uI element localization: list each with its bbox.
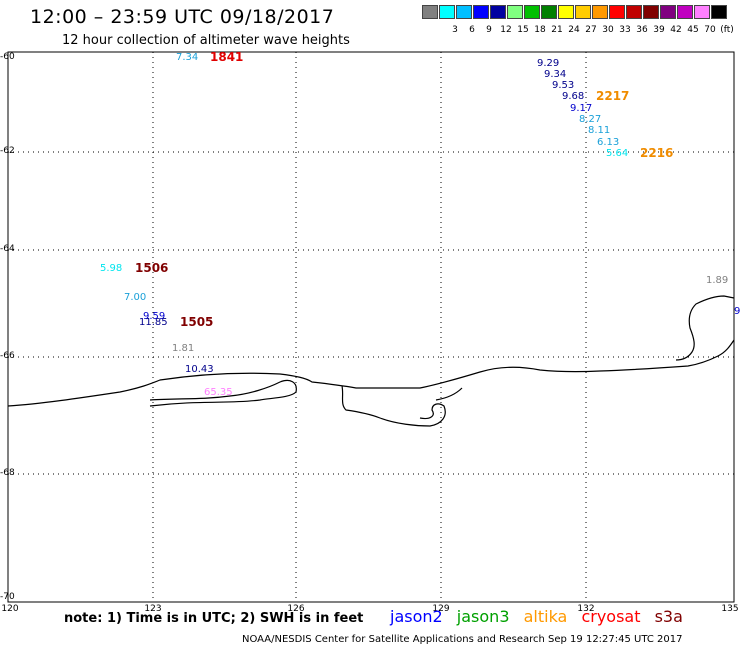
- color-swatch: [558, 5, 574, 19]
- satellite-name: jason2: [390, 607, 443, 626]
- color-swatch: [643, 5, 659, 19]
- satellite-name: altika: [523, 607, 568, 626]
- pass-time-label: 1506: [135, 261, 169, 275]
- color-swatch-label: 3: [452, 25, 458, 35]
- wave-height-reading: 7.34: [176, 52, 199, 63]
- color-swatch: [541, 5, 557, 19]
- color-swatch-label: 33: [619, 25, 631, 35]
- color-swatch: [660, 5, 676, 19]
- color-swatch: [456, 5, 472, 19]
- wave-height-reading: 10.43: [185, 364, 214, 375]
- lat-label: -64: [0, 244, 15, 254]
- wave-height-reading: 5.64: [606, 148, 629, 159]
- lon-label: 135: [721, 604, 739, 614]
- satellite-name: jason3: [456, 607, 510, 626]
- color-swatch: [473, 5, 489, 19]
- wave-height-reading: 9.53: [552, 80, 575, 91]
- antarctic-coastline: [7, 295, 735, 427]
- color-swatch: [490, 5, 506, 19]
- lat-label: -66: [0, 351, 15, 361]
- lon-label: 129: [432, 604, 450, 614]
- color-swatch-label: 18: [534, 25, 546, 35]
- color-swatch: [592, 5, 608, 19]
- color-swatch: [609, 5, 625, 19]
- credit-line: NOAA/NESDIS Center for Satellite Applica…: [242, 634, 683, 645]
- color-swatch-label: 39: [653, 25, 665, 35]
- page-title: 12:00 – 23:59 UTC 09/18/2017: [30, 6, 335, 28]
- color-swatch: [524, 5, 540, 19]
- lat-label: -62: [0, 146, 15, 156]
- satellite-name: cryosat: [581, 607, 641, 626]
- lat-label: -60: [0, 52, 15, 62]
- color-swatch-label: 30: [602, 25, 614, 35]
- wave-height-reading: 65.35: [204, 387, 233, 398]
- color-swatch-label: (ft): [720, 25, 734, 35]
- pass-time-label: 2217: [596, 89, 630, 103]
- lat-label: -68: [0, 468, 15, 478]
- color-swatch: [711, 5, 727, 19]
- wave-height-reading: 9.17: [570, 103, 593, 114]
- color-swatch: [422, 5, 438, 19]
- color-swatch: [694, 5, 710, 19]
- pass-time-label: 2216: [640, 146, 674, 160]
- wave-height-reading: 8.11: [588, 125, 611, 136]
- pass-time-label: 1505: [180, 315, 214, 329]
- map-gridlines: [8, 52, 734, 602]
- satellite-legend: jason2 jason3 altika cryosat s3a: [390, 607, 692, 626]
- color-swatch-label: 9: [486, 25, 492, 35]
- color-swatch-label: 12: [500, 25, 512, 35]
- color-swatch-label: 21: [551, 25, 563, 35]
- lat-label: -70: [0, 592, 15, 602]
- color-swatch-label: 45: [687, 25, 699, 35]
- wave-height-reading: 9.29: [537, 58, 560, 69]
- wave-height-reading: 8.27: [579, 114, 602, 125]
- color-swatch-label: 36: [636, 25, 648, 35]
- satellite-name: s3a: [654, 607, 683, 626]
- lon-label: 120: [1, 604, 19, 614]
- wave-height-reading: 9.34: [544, 69, 567, 80]
- wave-height-reading: 5.98: [100, 263, 123, 274]
- color-swatch-label: 6: [469, 25, 475, 35]
- wave-height-reading: 9.68: [562, 91, 585, 102]
- wave-height-reading: 11.85: [139, 317, 168, 328]
- footer-note: note: 1) Time is in UTC; 2) SWH is in fe…: [64, 611, 364, 626]
- color-swatch-label: 42: [670, 25, 682, 35]
- color-swatch: [439, 5, 455, 19]
- wave-height-reading: 9: [734, 306, 740, 317]
- lon-label: 132: [577, 604, 595, 614]
- pass-time-label: 1841: [210, 50, 244, 64]
- wave-height-reading: 9.59: [143, 311, 166, 322]
- map-frame: [7, 51, 735, 603]
- wave-height-reading: 1.81: [172, 343, 195, 354]
- color-swatch-label: 27: [585, 25, 597, 35]
- page-subtitle: 12 hour collection of altimeter wave hei…: [62, 33, 350, 48]
- color-swatch-label: 24: [568, 25, 580, 35]
- wave-height-reading: 1.89: [706, 275, 729, 286]
- color-swatch: [507, 5, 523, 19]
- lon-label: 126: [287, 604, 305, 614]
- color-swatch: [626, 5, 642, 19]
- color-swatch-label: 70: [704, 25, 716, 35]
- color-swatch: [677, 5, 693, 19]
- wave-height-reading: 6.13: [597, 137, 620, 148]
- color-swatch: [575, 5, 591, 19]
- color-swatch-label: 15: [517, 25, 529, 35]
- wave-height-reading: 7.00: [124, 292, 147, 303]
- lon-label: 123: [144, 604, 162, 614]
